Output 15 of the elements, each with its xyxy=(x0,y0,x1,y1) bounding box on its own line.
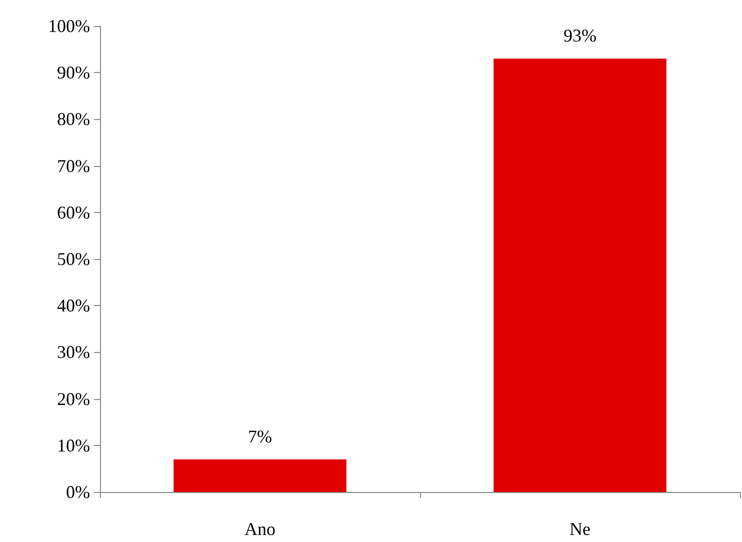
y-tick-label: 40% xyxy=(57,296,90,316)
y-tick-label: 50% xyxy=(57,249,90,269)
y-tick-label: 90% xyxy=(57,62,90,83)
y-tick-label: 0% xyxy=(66,482,90,502)
y-tick-label: 70% xyxy=(57,156,90,176)
y-tick-label: 80% xyxy=(57,109,90,130)
x-tick-label: Ne xyxy=(570,519,590,539)
x-tick-label: Ano xyxy=(244,519,276,539)
y-tick-label: 100% xyxy=(48,16,90,36)
y-tick-label: 20% xyxy=(57,388,90,409)
y-tick-label: 60% xyxy=(57,202,90,222)
data-label: 93% xyxy=(564,26,596,46)
y-tick-label: 10% xyxy=(57,435,90,456)
data-label: 7% xyxy=(248,426,272,446)
y-tick-label: 30% xyxy=(57,342,90,362)
